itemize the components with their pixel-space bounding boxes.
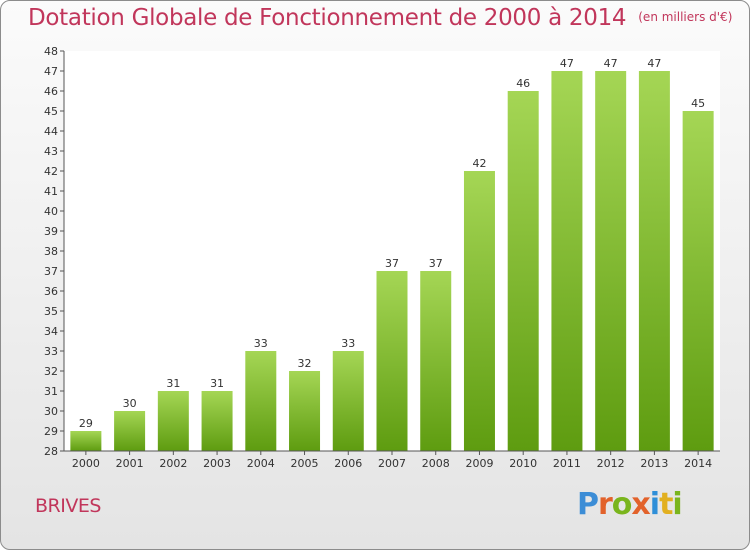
- bar: [332, 351, 364, 451]
- y-tick-label: 38: [44, 245, 58, 258]
- y-tick-label: 30: [44, 405, 58, 418]
- data-label: 47: [560, 57, 574, 70]
- x-tick-label: 2002: [159, 457, 187, 470]
- x-tick-label: 2006: [334, 457, 362, 470]
- data-label: 42: [472, 157, 486, 170]
- bar: [70, 431, 102, 451]
- bar: [420, 271, 452, 451]
- logo-letter: t: [659, 487, 673, 522]
- x-tick-label: 2008: [422, 457, 450, 470]
- bar: [682, 111, 714, 451]
- y-tick-label: 43: [44, 145, 58, 158]
- logo-letter: i: [649, 487, 660, 522]
- data-label: 31: [210, 377, 224, 390]
- y-tick-label: 28: [44, 445, 58, 458]
- chart-title-block: Dotation Globale de Fonctionnement de 20…: [28, 5, 732, 31]
- data-label: 37: [385, 257, 399, 270]
- y-tick-label: 32: [44, 365, 58, 378]
- x-tick-label: 2014: [684, 457, 712, 470]
- y-tick-label: 35: [44, 305, 58, 318]
- y-tick-label: 39: [44, 225, 58, 238]
- bar: [114, 411, 146, 451]
- data-label: 45: [691, 97, 705, 110]
- bar: [157, 391, 189, 451]
- data-label: 37: [429, 257, 443, 270]
- data-label: 33: [341, 337, 355, 350]
- chart-title: Dotation Globale de Fonctionnement de 20…: [28, 5, 627, 31]
- town-name: BRIVES: [35, 495, 101, 517]
- x-tick-label: 2010: [509, 457, 537, 470]
- y-tick-label: 41: [44, 185, 58, 198]
- bar: [245, 351, 277, 451]
- logo-letter: r: [598, 487, 613, 522]
- y-tick-label: 46: [44, 85, 58, 98]
- y-tick-label: 37: [44, 265, 58, 278]
- data-label: 47: [647, 57, 661, 70]
- y-tick-label: 29: [44, 425, 58, 438]
- bar: [507, 91, 539, 451]
- y-tick-label: 40: [44, 205, 58, 218]
- data-label: 31: [166, 377, 180, 390]
- data-label: 32: [298, 357, 312, 370]
- logo-letter: P: [577, 487, 599, 522]
- data-label: 47: [604, 57, 618, 70]
- data-label: 33: [254, 337, 268, 350]
- y-tick-label: 36: [44, 285, 58, 298]
- bar: [289, 371, 321, 451]
- logo-letter: o: [611, 487, 633, 522]
- x-tick-label: 2013: [640, 457, 668, 470]
- y-tick-label: 44: [44, 125, 58, 138]
- proxiti-logo: Proxiti: [577, 487, 683, 522]
- x-tick-label: 2009: [465, 457, 493, 470]
- data-label: 46: [516, 77, 530, 90]
- bar: [376, 271, 408, 451]
- bar: [638, 71, 670, 451]
- y-tick-label: 42: [44, 165, 58, 178]
- data-label: 29: [79, 417, 93, 430]
- chart-subtitle: (en milliers d'€): [638, 10, 733, 24]
- x-tick-label: 2000: [72, 457, 100, 470]
- y-tick-label: 45: [44, 105, 58, 118]
- logo-letter: i: [672, 487, 682, 522]
- bar: [201, 391, 233, 451]
- x-tick-label: 2007: [378, 457, 406, 470]
- bar: [463, 171, 495, 451]
- data-label: 30: [123, 397, 137, 410]
- y-tick-label: 33: [44, 345, 58, 358]
- bar: [551, 71, 583, 451]
- y-tick-label: 48: [44, 45, 58, 58]
- x-tick-label: 2005: [291, 457, 319, 470]
- logo-letter: x: [631, 487, 650, 522]
- x-tick-label: 2004: [247, 457, 275, 470]
- y-tick-label: 47: [44, 65, 58, 78]
- bar: [595, 71, 627, 451]
- x-tick-label: 2001: [116, 457, 144, 470]
- x-tick-label: 2012: [597, 457, 625, 470]
- x-tick-label: 2011: [553, 457, 581, 470]
- x-tick-label: 2003: [203, 457, 231, 470]
- y-tick-label: 31: [44, 385, 58, 398]
- y-tick-label: 34: [44, 325, 58, 338]
